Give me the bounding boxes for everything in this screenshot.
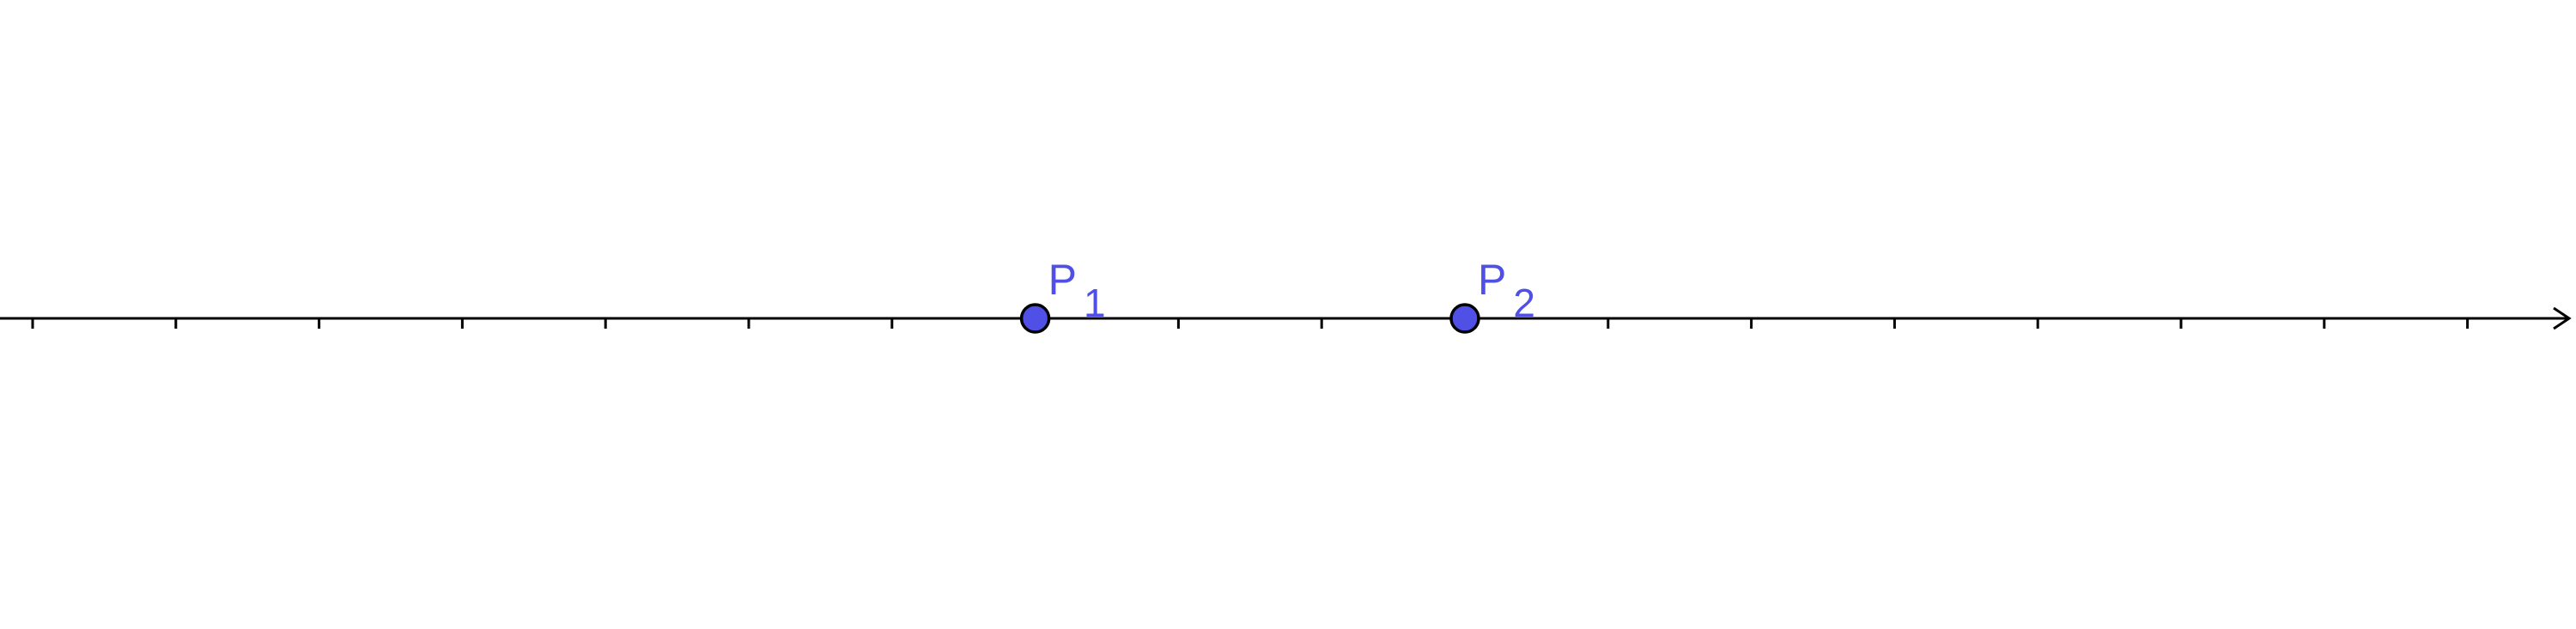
point-label-subscript: 2: [1513, 281, 1535, 325]
point-marker[interactable]: [1449, 303, 1480, 334]
number-line-axis: [0, 306, 2572, 330]
point-label-subscript: 1: [1084, 281, 1106, 325]
point-label-name: P: [1478, 256, 1506, 304]
axis-arrowhead: [2553, 306, 2572, 330]
point-label-name: P: [1048, 256, 1077, 304]
point-marker[interactable]: [1019, 303, 1051, 334]
